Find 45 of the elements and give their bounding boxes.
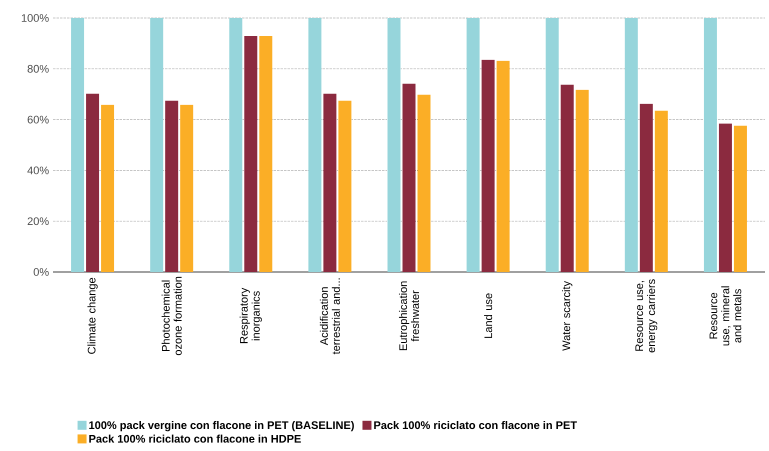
x-tick-label: Eutrophication freshwater [398, 281, 420, 350]
bar [150, 18, 164, 272]
legend-label: Pack 100% riciclato con flacone in HDPE [89, 434, 301, 443]
bar [624, 18, 638, 272]
bar [654, 110, 668, 272]
bar [180, 104, 194, 272]
x-tick-label: Acidification terrestrial and... [320, 278, 340, 354]
legend-label: 100% pack vergine con flacone in PET (BASELINE) [89, 420, 354, 432]
y-tick-label: 80% [28, 64, 49, 73]
bar [86, 94, 100, 272]
bar [338, 100, 352, 272]
y-tick-label: 100% [22, 14, 49, 22]
bar [496, 60, 510, 272]
bar [466, 18, 480, 272]
bar [71, 18, 84, 272]
y-tick-label: 20% [28, 217, 49, 226]
x-tick-label: Land use [484, 293, 492, 338]
bar [388, 18, 400, 272]
bar [402, 84, 416, 272]
bar [546, 18, 559, 272]
x-tick-label: Photochemical ozone formation [162, 276, 182, 356]
bar [229, 18, 242, 272]
bar [704, 18, 717, 272]
x-tick-label: Water scarcity [562, 280, 572, 351]
bar [244, 36, 258, 272]
bar [482, 60, 495, 272]
x-tick-label: Climate change [87, 278, 98, 354]
bar [259, 36, 272, 272]
y-tick-label: 60% [28, 116, 49, 124]
x-tick-label: Respiratory inorganics [240, 288, 262, 344]
x-tick-label: Resource use, energy carriers [635, 279, 658, 352]
bar [640, 104, 653, 272]
legend-label: Pack 100% riciclato con flacone in PET [374, 420, 577, 430]
y-tick-label: 0% [34, 268, 49, 276]
bar [165, 100, 178, 272]
bar [734, 126, 747, 272]
x-tick-label: Resource use, mineral and metals [710, 286, 742, 346]
bar [576, 90, 589, 272]
bar [718, 124, 732, 272]
bar [101, 104, 114, 272]
bar [560, 84, 574, 272]
bar [308, 18, 322, 272]
bar [323, 94, 336, 272]
y-tick-label: 40% [27, 166, 49, 174]
bar [418, 94, 430, 272]
